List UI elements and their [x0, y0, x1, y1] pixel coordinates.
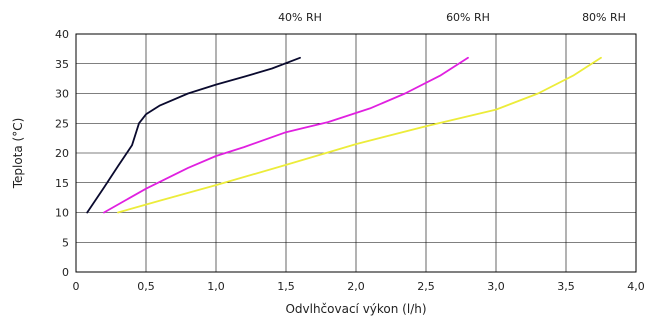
y-tick-label: 35	[55, 58, 69, 71]
plot-frame	[75, 33, 637, 273]
series-labels: 40% RH 60% RH 80% RH	[278, 11, 626, 24]
series-label-3: 80% RH	[582, 11, 626, 24]
x-axis-label: Odvlhčovací výkon (l/h)	[285, 302, 426, 316]
y-tick-label: 40	[55, 28, 69, 41]
series-label-1: 40% RH	[278, 11, 322, 24]
x-tick-label: 3,0	[487, 280, 505, 293]
x-tick-label: 1,0	[207, 280, 225, 293]
y-tick-labels: 0 5 10 15 20 25 30 35 40	[55, 28, 69, 279]
grid	[75, 33, 637, 273]
x-tick-label: 2,5	[417, 280, 435, 293]
y-axis-label: Teplota (°C)	[11, 118, 25, 190]
y-tick-label: 10	[55, 207, 69, 220]
y-tick-label: 25	[55, 117, 69, 130]
x-tick-label: 0	[73, 280, 80, 293]
series-lines	[86, 56, 602, 214]
x-tick-label: 3,5	[557, 280, 575, 293]
series-line-1	[86, 56, 301, 214]
series-line-3	[117, 56, 602, 214]
series-line-2	[103, 56, 469, 214]
x-tick-label: 2,0	[347, 280, 365, 293]
x-tick-label: 4,0	[627, 280, 645, 293]
y-tick-label: 0	[62, 266, 69, 279]
x-tick-label: 0,5	[137, 280, 155, 293]
x-tick-label: 1,5	[277, 280, 295, 293]
series-label-2: 60% RH	[446, 11, 490, 24]
y-tick-label: 20	[55, 147, 69, 160]
y-tick-label: 15	[55, 177, 69, 190]
y-tick-label: 30	[55, 88, 69, 101]
y-tick-label: 5	[62, 236, 69, 249]
x-tick-labels: 0 0,5 1,0 1,5 2,0 2,5 3,0 3,5 4,0	[73, 280, 645, 293]
